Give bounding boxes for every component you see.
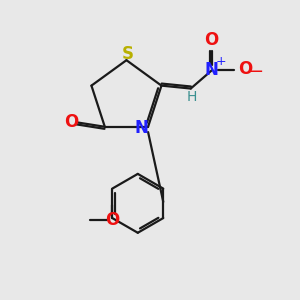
Text: N: N	[205, 61, 219, 79]
Text: O: O	[204, 31, 218, 49]
Text: O: O	[64, 113, 79, 131]
Text: +: +	[215, 55, 226, 68]
Text: −: −	[248, 63, 264, 81]
Text: O: O	[238, 60, 252, 78]
Text: H: H	[187, 90, 197, 104]
Text: N: N	[135, 119, 148, 137]
Text: S: S	[122, 45, 134, 63]
Text: O: O	[105, 211, 119, 229]
